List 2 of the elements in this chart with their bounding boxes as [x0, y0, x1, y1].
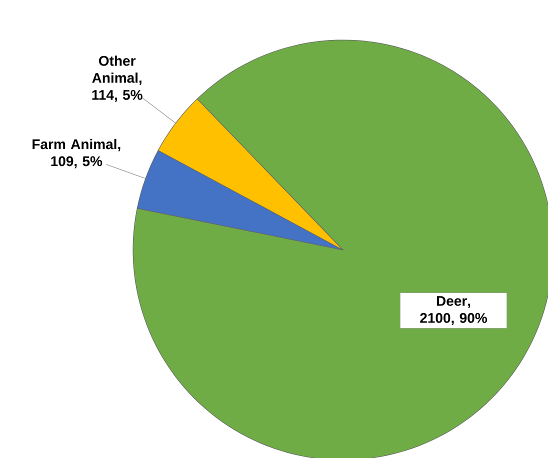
slice-label: Other Animal: [92, 56, 138, 83]
slice-label: Deer: [436, 296, 467, 306]
